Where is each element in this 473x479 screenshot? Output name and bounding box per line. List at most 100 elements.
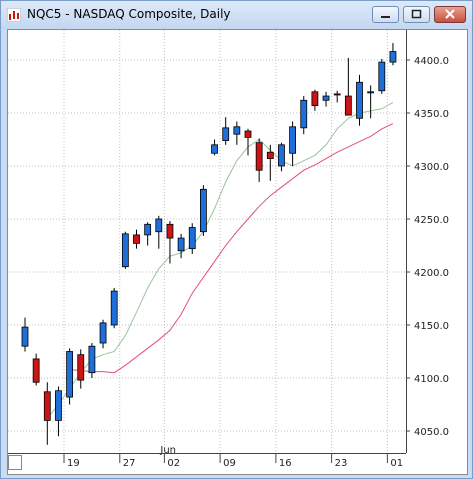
candle-body: [43, 391, 51, 421]
candle-body: [378, 61, 386, 92]
title-bar[interactable]: NQC5 - NASDAQ Composite, Daily: [1, 1, 472, 29]
candle-body: [322, 95, 330, 101]
candle: [199, 185, 207, 236]
candle: [144, 222, 152, 246]
moving-averages: [46, 101, 394, 419]
axes: 4050.0 4100.0 4150.0 4200.0 4250.0 4300.0 4350…: [8, 30, 449, 469]
candle-body: [144, 223, 152, 236]
y-tick-label: 4400.0: [414, 56, 449, 67]
y-tick-label: 4350.0: [414, 109, 449, 120]
close-button[interactable]: [434, 6, 466, 23]
candle: [110, 287, 118, 329]
candle-body: [300, 99, 308, 129]
candle: [322, 91, 330, 107]
candle-body: [88, 345, 96, 374]
candle-body: [278, 144, 285, 167]
candle: [32, 353, 40, 386]
candle: [188, 223, 196, 254]
chart-corner-box: [8, 455, 22, 470]
candle-body: [233, 126, 241, 135]
maximize-icon: [411, 9, 422, 19]
candle-body: [77, 354, 85, 381]
y-tick-label: 4050.0: [414, 427, 449, 438]
candle: [367, 85, 375, 119]
candle: [255, 138, 263, 182]
candle: [233, 121, 241, 145]
y-tick-label: 4250.0: [414, 215, 449, 226]
candle-body: [133, 234, 140, 244]
candle: [121, 231, 129, 269]
chart-area[interactable]: 4050.0 4100.0 4150.0 4200.0 4250.0 4300.0 4350…: [7, 29, 468, 475]
ma-short-line: [46, 101, 394, 419]
candle-body: [244, 130, 252, 138]
candle: [177, 233, 185, 259]
candle: [21, 317, 29, 352]
candle: [333, 90, 341, 103]
candle-body: [367, 91, 375, 94]
candle: [278, 142, 285, 172]
candle-body: [211, 144, 218, 154]
candle-body: [21, 326, 29, 347]
candle-body: [32, 358, 40, 383]
maximize-button[interactable]: [403, 6, 430, 23]
minimize-button[interactable]: [372, 6, 399, 23]
y-tick-label: 4300.0: [414, 162, 449, 173]
chart-app-icon: [7, 8, 21, 22]
ma-long-line: [69, 123, 394, 374]
candle-body: [311, 91, 319, 106]
candle-body: [266, 151, 274, 159]
candles: [21, 43, 397, 445]
window-title: NQC5 - NASDAQ Composite, Daily: [27, 7, 231, 21]
candle-body: [356, 81, 363, 119]
candle-body: [166, 223, 174, 239]
x-tick-label: 01: [390, 458, 403, 469]
candle: [378, 58, 386, 94]
candle: [55, 386, 62, 437]
candle: [66, 348, 73, 405]
candle: [166, 221, 174, 264]
candle-body: [110, 290, 118, 326]
candle-body: [333, 93, 341, 96]
candle: [43, 382, 51, 445]
candle: [356, 74, 363, 126]
x-tick-label: 19: [67, 458, 80, 469]
x-tick-label: 23: [335, 458, 348, 469]
candle-body: [199, 188, 207, 233]
candle: [300, 96, 308, 135]
candle-body: [289, 126, 297, 154]
candlestick-chart[interactable]: 4050.0 4100.0 4150.0 4200.0 4250.0 4300.0 4350…: [8, 30, 467, 474]
y-tick-label: 4100.0: [414, 374, 449, 385]
y-tick-label: 4150.0: [414, 321, 449, 332]
candle: [266, 144, 274, 181]
candle: [155, 215, 163, 249]
candle-body: [344, 95, 352, 116]
candle: [99, 319, 107, 349]
candle-body: [389, 51, 397, 63]
candle-body: [55, 390, 62, 421]
candle-body: [66, 351, 73, 398]
candle-body: [121, 233, 129, 268]
candle: [133, 229, 140, 249]
candle: [389, 43, 397, 66]
x-tick-label: 16: [279, 458, 292, 469]
candle: [311, 89, 319, 111]
month-label: Jun: [159, 445, 176, 456]
candle-body: [99, 322, 107, 344]
candle: [244, 128, 252, 156]
candle-body: [155, 218, 163, 233]
y-tick-label: 4200.0: [414, 268, 449, 279]
candle: [222, 117, 230, 145]
candle-body: [177, 237, 185, 252]
x-tick-label: 27: [123, 458, 136, 469]
candle-body: [255, 142, 263, 171]
close-icon: [445, 9, 455, 19]
candle-body: [188, 227, 196, 250]
x-tick-label: 09: [223, 458, 236, 469]
x-tick-label: 02: [167, 458, 180, 469]
minimize-icon: [381, 16, 390, 18]
candle-body: [222, 127, 230, 141]
candle: [289, 121, 297, 166]
candle: [211, 139, 218, 156]
candle: [77, 349, 85, 389]
